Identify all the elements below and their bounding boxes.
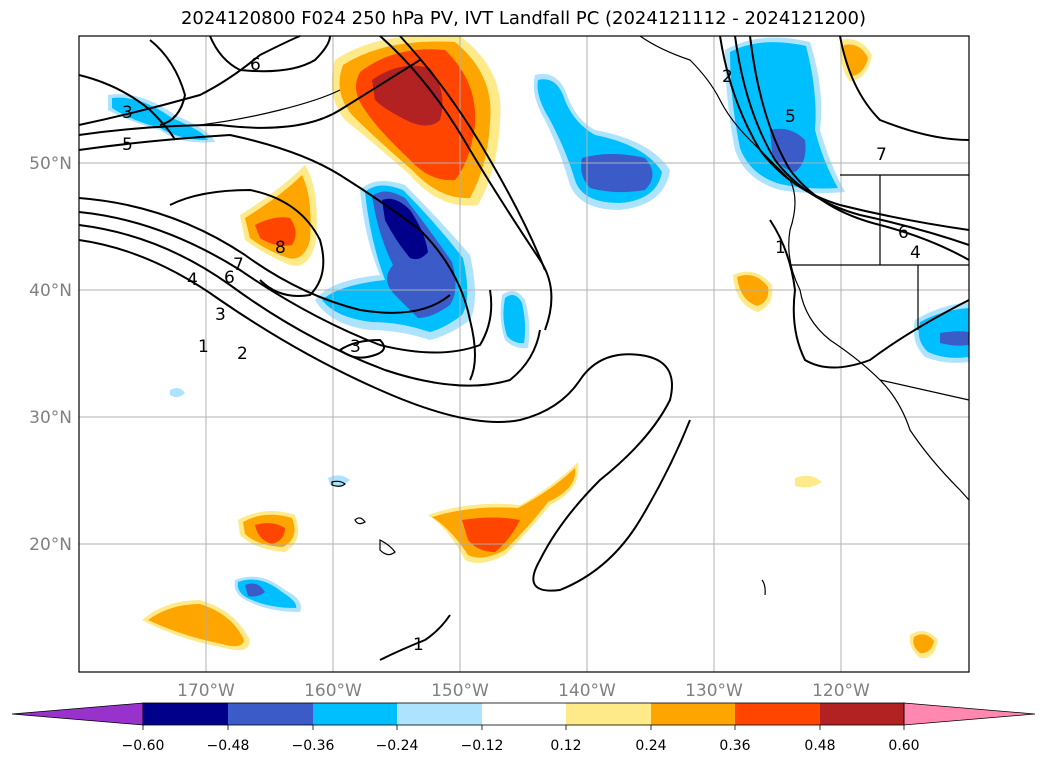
- pv-contours: [78, 35, 970, 661]
- contour-label: 1: [198, 337, 209, 357]
- map-gridlines: [79, 36, 969, 672]
- lon-label-170w: 170°W: [177, 681, 235, 701]
- colorbar-bin: [820, 703, 904, 725]
- ivt-pos-gulf-alaska-4: [372, 65, 443, 126]
- colorbar-tick: 0.48: [804, 738, 835, 754]
- contour-label: 5: [122, 135, 133, 155]
- colorbar-bin: [397, 703, 482, 725]
- ivt-neg-146w-2: [503, 294, 526, 344]
- contour-label: 2: [237, 344, 248, 364]
- colorbar-extend-high: [903, 702, 1036, 726]
- ivt-pos-sw-2: [148, 604, 244, 647]
- contour-label: 8: [275, 238, 286, 258]
- longitude-labels: 170°W 160°W 150°W 140°W 130°W 120°W: [177, 681, 870, 701]
- ivt-neg-bc-3: [770, 128, 806, 172]
- colorbar-tick: 0.12: [550, 738, 581, 754]
- colorbar-bin: [566, 703, 651, 725]
- colorbar-tick: −0.48: [207, 738, 250, 754]
- contour-label: 7: [233, 255, 244, 275]
- colorbar-bin: [651, 703, 735, 725]
- contour-label: 6: [898, 223, 909, 243]
- latitude-labels: 20°N 30°N 40°N 50°N: [29, 154, 72, 555]
- contour-label: 5: [785, 107, 796, 127]
- map-title: 2024120800 F024 250 hPa PV, IVT Landfall…: [180, 8, 867, 29]
- colorbar-bin: [735, 703, 820, 725]
- contour-label: 6: [250, 55, 261, 75]
- map-frame: [78, 35, 970, 673]
- ivt-neg-small-32n: [170, 388, 185, 398]
- coastlines: [199, 35, 970, 596]
- colorbar-tick: 0.36: [719, 738, 750, 754]
- colorbar-tick: −0.24: [376, 738, 419, 754]
- lat-label-50n: 50°N: [29, 154, 72, 174]
- ivt-pos-se-2: [913, 634, 934, 654]
- ivt-neg-aleutian-2: [112, 97, 208, 140]
- colorbar-bin: [143, 703, 228, 725]
- contour-label: 3: [350, 337, 361, 357]
- ivt-pos-165w-3: [255, 217, 296, 246]
- lat-label-40n: 40°N: [29, 281, 72, 301]
- colorbar-tick: 0.24: [635, 738, 666, 754]
- colorbar-outline: [142, 702, 905, 726]
- colorbar-bin: [313, 703, 397, 725]
- contour-label: 1: [413, 635, 424, 655]
- contour-label: 6: [224, 268, 235, 288]
- lon-label-120w: 120°W: [812, 681, 870, 701]
- contour-label: 2: [722, 67, 733, 87]
- ivt-pos-small-25n: [795, 475, 822, 488]
- colorbar: −0.60 −0.48 −0.36 −0.24 −0.12 0.12 0.24 …: [11, 702, 1036, 754]
- ivt-pos-central-3: [462, 517, 520, 552]
- lon-label-160w: 160°W: [304, 681, 362, 701]
- pv-contour-labels: 1 2 3 4 5 6 7 8 1 2 3 4 5 6 7 1 3 6: [122, 55, 921, 655]
- map-background: [79, 36, 969, 672]
- lon-label-140w: 140°W: [558, 681, 616, 701]
- ivt-neg-141w-3: [581, 154, 653, 193]
- lon-label-130w: 130°W: [685, 681, 743, 701]
- contour-label: 4: [910, 243, 921, 263]
- colorbar-tick: −0.36: [292, 738, 335, 754]
- contour-label: 7: [876, 145, 887, 165]
- colorbar-extend-low: [11, 702, 144, 726]
- contour-label: 4: [187, 270, 198, 290]
- colorbar-tick: −0.12: [461, 738, 504, 754]
- lat-label-30n: 30°N: [29, 408, 72, 428]
- lon-label-150w: 150°W: [431, 681, 489, 701]
- ivt-pos-ne-corner-2: [843, 44, 868, 76]
- ivt-neg-sw-us-3: [940, 331, 969, 346]
- colorbar-tick: −0.60: [122, 738, 165, 754]
- lat-label-20n: 20°N: [29, 535, 72, 555]
- colorbar-tick: 0.60: [888, 738, 919, 754]
- colorbar-bin: [228, 703, 313, 725]
- contour-label: 1: [775, 238, 786, 258]
- ivt-pos-165w-20n-3: [255, 523, 285, 544]
- ivt-neg-153w-4: [382, 198, 428, 260]
- contour-label: 3: [215, 305, 226, 325]
- colorbar-bin: [482, 703, 566, 725]
- contour-label: 3: [122, 103, 133, 123]
- ivt-neg-165w-15n-3: [245, 583, 265, 597]
